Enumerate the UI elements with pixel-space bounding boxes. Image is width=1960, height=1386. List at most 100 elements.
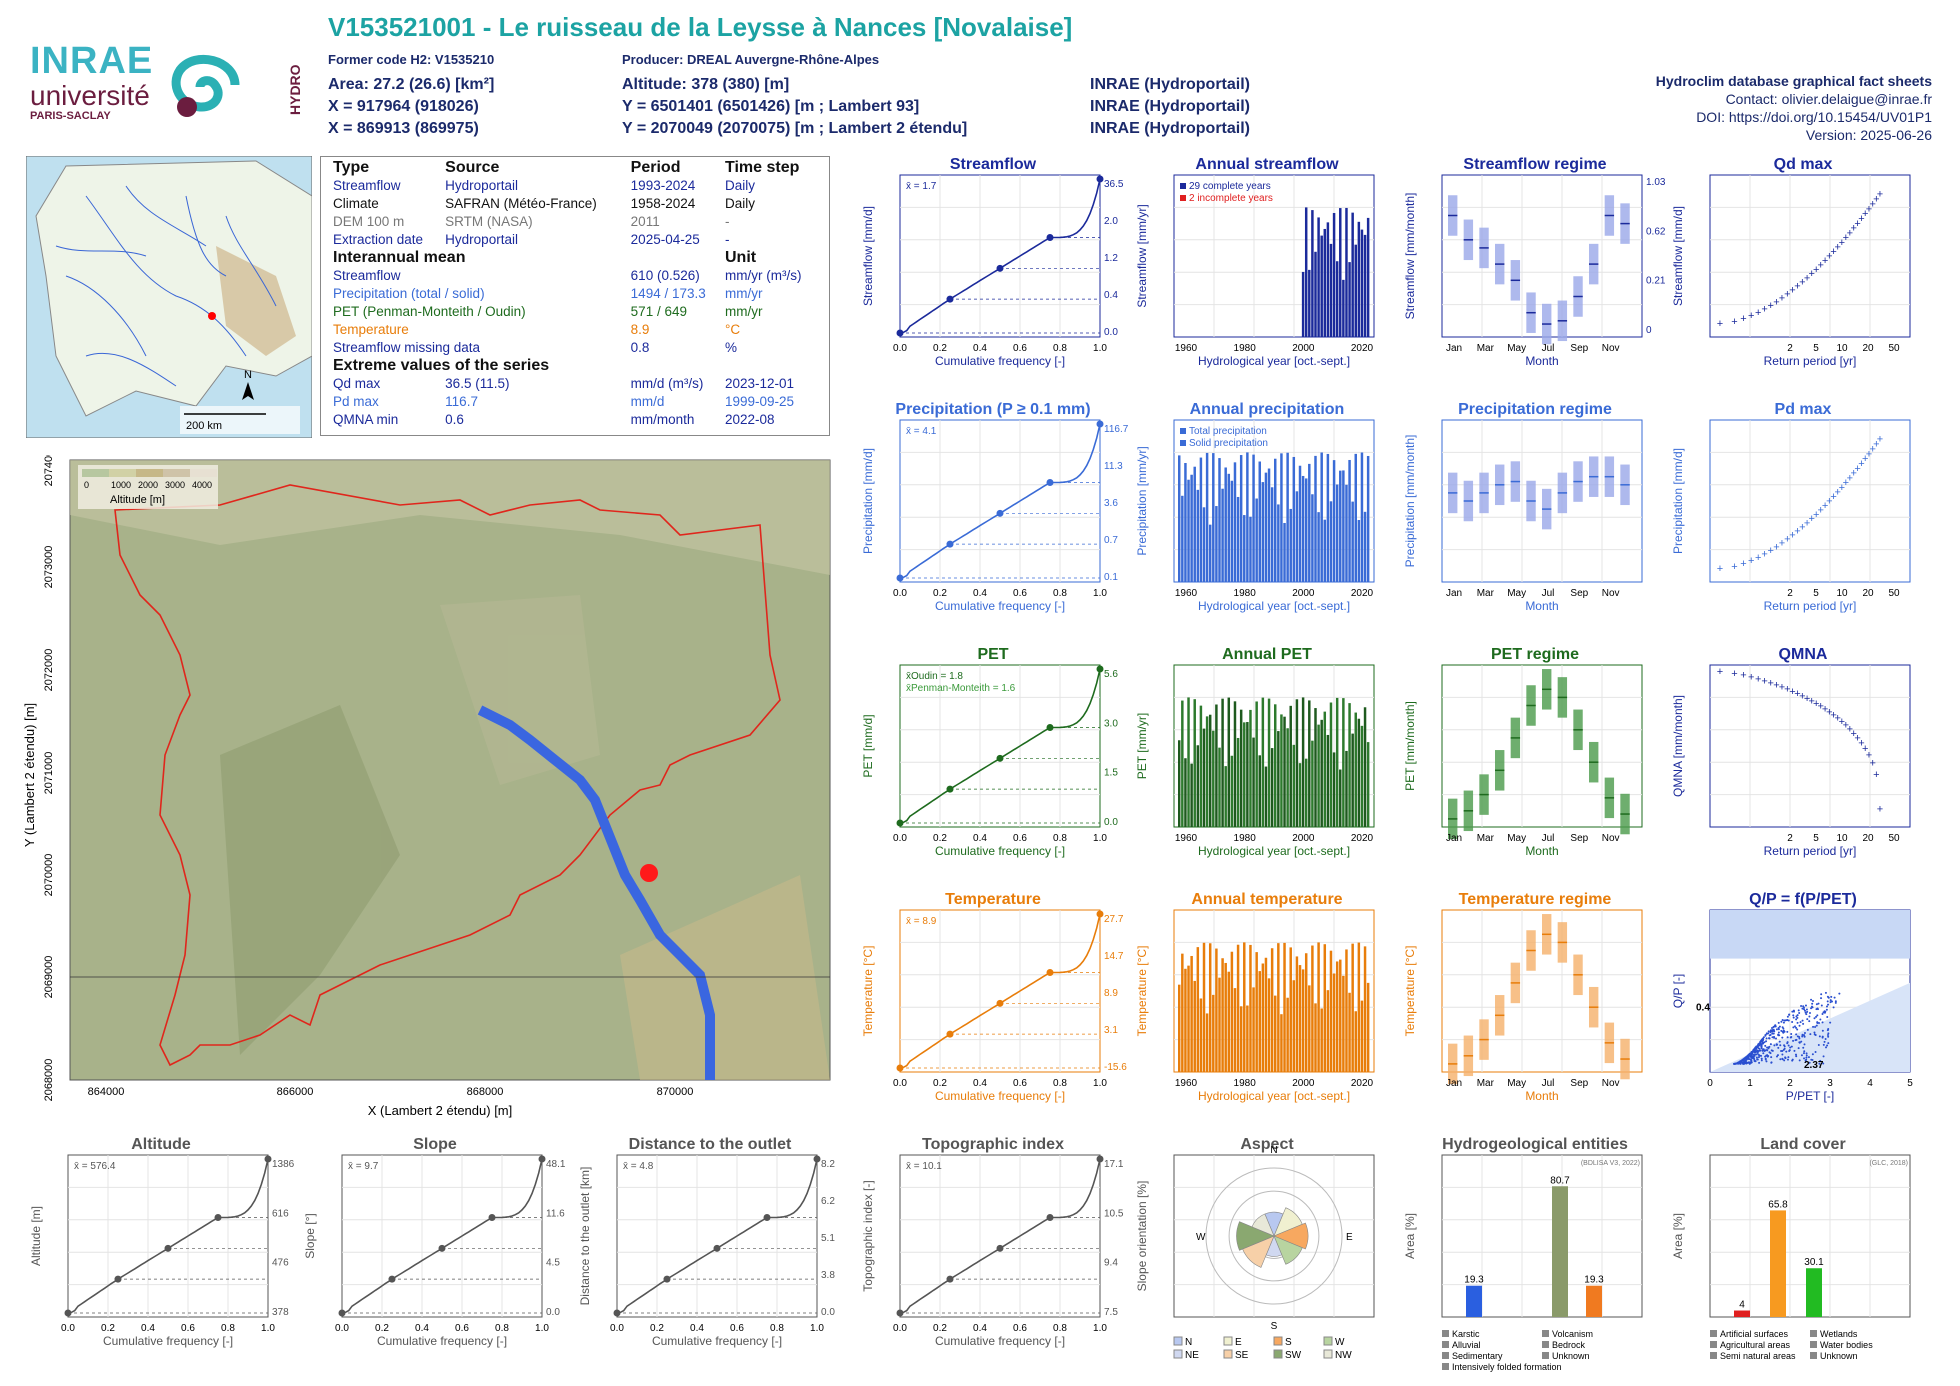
scatter-point: + bbox=[1740, 558, 1746, 570]
annual-bar bbox=[1323, 944, 1327, 1072]
right-tick-label: 0.7 bbox=[1104, 535, 1118, 546]
annual-bar bbox=[1286, 728, 1289, 827]
scatter-point bbox=[1806, 1010, 1809, 1013]
x-tick-label: 0.4 bbox=[973, 833, 987, 844]
legend-swatch bbox=[1810, 1352, 1817, 1359]
annual-bar bbox=[1193, 980, 1196, 1072]
scatter-point bbox=[1777, 1031, 1780, 1034]
annual-bar bbox=[1332, 752, 1336, 827]
scatter-point: + bbox=[1851, 223, 1857, 235]
scatter-point: + bbox=[1866, 203, 1872, 215]
x-tick-label: 870000 bbox=[657, 1086, 694, 1098]
legend-swatch bbox=[1173, 1349, 1183, 1359]
producer: Producer: DREAL Auvergne-Rhône-Alpes bbox=[622, 52, 880, 67]
scatter-point: + bbox=[1784, 289, 1790, 301]
legend-swatch bbox=[1542, 1330, 1549, 1337]
scatter-point bbox=[1774, 1024, 1777, 1027]
annual-bar bbox=[1236, 944, 1240, 1072]
scatter-point bbox=[1833, 996, 1836, 999]
scatter-point bbox=[1785, 1050, 1788, 1053]
right-tick-label: 0.0 bbox=[1104, 817, 1118, 828]
x-tick-label: May bbox=[1507, 833, 1526, 844]
right-tick-label: 0.1 bbox=[1104, 572, 1118, 583]
annual-bar bbox=[1342, 975, 1345, 1072]
annual-bar bbox=[1329, 501, 1333, 582]
scatter-point bbox=[1825, 1005, 1828, 1008]
scatter-point bbox=[1822, 1043, 1825, 1046]
x-tick-label: 10 bbox=[1836, 833, 1848, 844]
scatter-point bbox=[1750, 1059, 1753, 1062]
scatter-point bbox=[1769, 1034, 1772, 1037]
scatter-point: + bbox=[1847, 472, 1853, 484]
scatter-point bbox=[1760, 1044, 1763, 1047]
scatter-point bbox=[1822, 1011, 1825, 1014]
annual-bar bbox=[1187, 479, 1190, 582]
scatter-point bbox=[1765, 1040, 1768, 1043]
scatter-point bbox=[1796, 1035, 1799, 1038]
table-cell: Streamflow bbox=[333, 268, 401, 283]
x-tick-label: 10 bbox=[1836, 343, 1848, 354]
scatter-point bbox=[1770, 1056, 1773, 1059]
annual-bar bbox=[1243, 942, 1246, 1072]
chart-pd_max: Pd max Return period [yr] Precipitation [m… bbox=[1671, 401, 1911, 613]
table-cell: 1494 / 173.3 bbox=[630, 286, 706, 301]
x-tick-label: 2020 bbox=[1351, 343, 1374, 354]
x-tick-label: May bbox=[1507, 343, 1526, 354]
mean-label: x̄ = 4.8 bbox=[623, 1161, 654, 1172]
table-cell: PET (Penman-Monteith / Oudin) bbox=[333, 304, 526, 319]
annual-bar bbox=[1277, 504, 1280, 582]
annual-bar bbox=[1196, 947, 1200, 1072]
scatter-point bbox=[1821, 1021, 1824, 1024]
annual-bar bbox=[1323, 228, 1327, 337]
legend-label: Unknown bbox=[1552, 1351, 1590, 1361]
x-tick-label: 866000 bbox=[277, 1086, 314, 1098]
annual-bar bbox=[1212, 994, 1215, 1072]
scatter-point bbox=[1803, 1009, 1806, 1012]
annual-bar bbox=[1326, 453, 1330, 582]
scatter-point bbox=[1792, 1039, 1795, 1042]
scatter-point bbox=[1822, 1055, 1825, 1058]
doi: DOI: https://doi.org/10.15454/UV01P1 bbox=[1696, 109, 1932, 125]
scatter-point bbox=[1820, 997, 1823, 1000]
annual-bar bbox=[1360, 725, 1364, 827]
x-tick-label: 0.2 bbox=[933, 1323, 947, 1334]
scatter-point: + bbox=[1822, 704, 1828, 716]
scatter-point bbox=[1750, 1051, 1753, 1054]
legend-title: Altitude [m] bbox=[110, 494, 165, 506]
legend-swatch bbox=[1180, 183, 1186, 189]
legend-swatch bbox=[1180, 428, 1186, 434]
right-tick-label: 4.5 bbox=[546, 1258, 560, 1269]
right-tick-label: 116.7 bbox=[1104, 424, 1128, 435]
annual-bar bbox=[1274, 704, 1277, 827]
scatter-point: + bbox=[1822, 500, 1828, 512]
scatter-point: + bbox=[1789, 686, 1795, 698]
right-tick-label: 476 bbox=[272, 1258, 289, 1269]
scatter-point bbox=[1746, 1057, 1749, 1060]
scatter-point bbox=[1815, 1015, 1818, 1018]
annual-bar bbox=[1308, 700, 1311, 827]
scatter-point bbox=[1818, 1035, 1821, 1038]
basin-outline bbox=[114, 484, 781, 1067]
unit-head: Unit bbox=[724, 249, 757, 266]
scatter-point bbox=[1769, 1031, 1772, 1034]
hydro-text: HYDRO bbox=[287, 64, 303, 115]
scatter-point bbox=[1816, 1014, 1819, 1017]
scatter-point: + bbox=[1731, 668, 1737, 680]
annual-bar bbox=[1304, 478, 1308, 582]
category-bar bbox=[1552, 1186, 1568, 1317]
scatter-point bbox=[1756, 1044, 1759, 1047]
scatter-point: + bbox=[1843, 232, 1849, 244]
x-tick-label: 2020 bbox=[1351, 588, 1374, 599]
annual-bar bbox=[1261, 482, 1265, 582]
annual-bar bbox=[1184, 968, 1187, 1072]
scatter-point bbox=[1798, 1024, 1801, 1027]
scatter-point: + bbox=[1767, 677, 1773, 689]
scatter-point: + bbox=[1830, 491, 1836, 503]
compass-w: W bbox=[1196, 1232, 1206, 1243]
scatter-point bbox=[1817, 1002, 1820, 1005]
x-tick-label: 5 bbox=[1813, 833, 1819, 844]
legend-tick-label: 3000 bbox=[165, 480, 185, 490]
annual-bar bbox=[1304, 207, 1308, 337]
annual-bar bbox=[1295, 491, 1299, 582]
